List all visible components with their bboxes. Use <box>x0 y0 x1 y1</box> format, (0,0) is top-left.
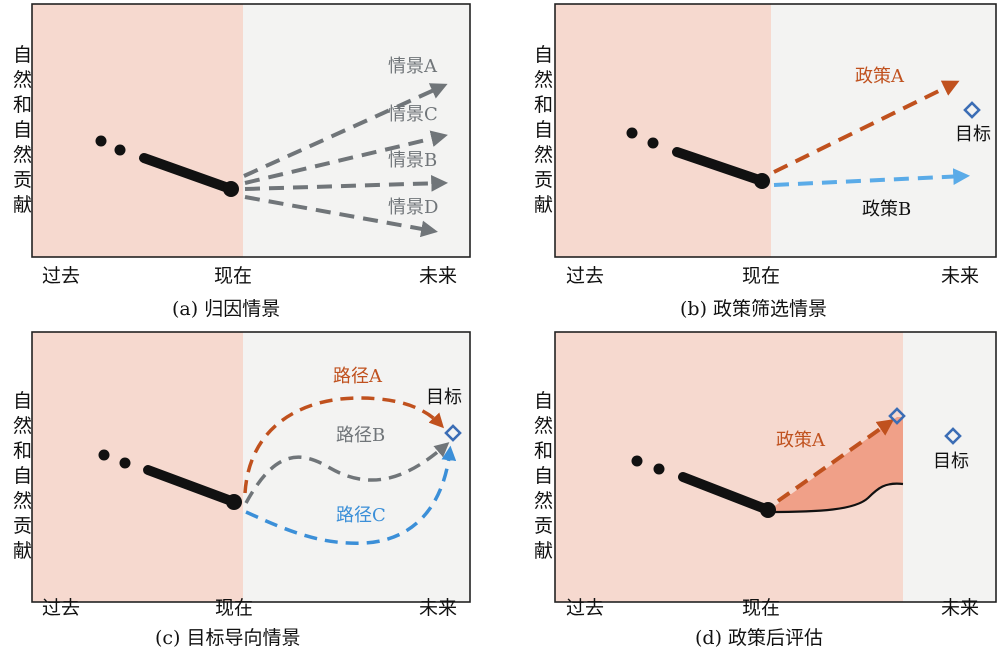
past-region <box>32 332 243 602</box>
x-tick-future: 未来 <box>941 597 979 619</box>
future-region <box>903 332 996 602</box>
counterfactual-line <box>767 482 904 514</box>
x-tick-future: 未来 <box>941 265 979 287</box>
history-dot <box>631 455 643 467</box>
past-region <box>555 4 771 257</box>
scenario-d-arrow <box>244 195 438 238</box>
panel-frame <box>554 3 997 258</box>
panel-a: 自然和自然贡献 情景A 情景C 情景B 情景D 过去 现在 未来 (a) 归因情… <box>13 3 471 320</box>
panel-frame <box>31 331 471 603</box>
scenario-a-arrow <box>243 83 448 178</box>
history-trend-line <box>139 153 236 194</box>
target-label: 目标 <box>933 451 969 472</box>
path-a-curve <box>243 396 445 494</box>
x-tick-past: 过去 <box>566 597 604 619</box>
history-trend-line <box>143 465 239 507</box>
panel-d: 自然和自然贡献 政策A 目标 过去 现在 未来 (d) 政策后评估 <box>534 331 997 649</box>
path-c-curve <box>245 445 457 545</box>
scenario-b-arrow <box>244 174 449 192</box>
future-region <box>243 332 470 602</box>
panel-b: 自然和自然贡献 政策A 政策B 目标 过去 现在 未来 (b) 政策筛选情景 <box>534 3 997 320</box>
path-b-curve <box>244 442 450 504</box>
x-tick-past: 过去 <box>42 597 80 619</box>
scenario-a-label: 情景A <box>388 56 438 77</box>
history-trend-line <box>672 147 767 186</box>
policy-impact-area <box>768 417 903 512</box>
present-point <box>760 502 776 518</box>
history-dot <box>626 127 638 139</box>
future-region <box>771 4 996 257</box>
panel-c: 自然和自然贡献 路径A 路径B 路径C 目标 过去 现在 未来 (c) 目标导向… <box>13 331 471 649</box>
target-marker-icon <box>963 101 981 119</box>
scenario-c-label: 情景C <box>388 104 438 125</box>
panel-frame <box>554 331 997 603</box>
scenario-c-arrow <box>244 130 448 185</box>
target-label: 目标 <box>426 387 462 408</box>
history-dot <box>119 457 131 469</box>
panel-caption: (a) 归因情景 <box>172 298 280 320</box>
path-b-label: 路径B <box>336 425 385 446</box>
x-tick-future: 未来 <box>419 265 457 287</box>
x-tick-present: 现在 <box>742 265 780 287</box>
y-axis-label: 自然和自然贡献 <box>534 390 553 562</box>
panel-frame <box>31 3 471 258</box>
history-dot <box>647 137 659 149</box>
target-marker-icon <box>444 424 462 442</box>
panel-caption: (b) 政策筛选情景 <box>680 298 827 320</box>
policy-b-arrow <box>773 168 971 187</box>
history-dot <box>114 144 126 156</box>
history-dot <box>95 135 107 147</box>
past-region <box>32 4 243 257</box>
policy-a-arrow <box>776 419 895 503</box>
x-tick-past: 过去 <box>566 265 604 287</box>
x-tick-present: 现在 <box>215 597 253 619</box>
y-axis-label: 自然和自然贡献 <box>534 44 553 216</box>
x-tick-future: 未来 <box>419 597 457 619</box>
target-marker-icon <box>944 427 962 445</box>
policy-b-label: 政策B <box>862 199 911 220</box>
target-achieved-marker-icon <box>888 407 906 425</box>
x-tick-present: 现在 <box>214 265 252 287</box>
history-trend-line <box>678 472 773 515</box>
future-region <box>243 4 470 257</box>
scenario-b-label: 情景B <box>388 150 437 171</box>
policy-a-arrow <box>773 80 960 174</box>
target-label: 目标 <box>955 124 991 145</box>
present-point <box>754 173 770 189</box>
scenario-d-label: 情景D <box>388 197 438 218</box>
x-tick-past: 过去 <box>42 265 80 287</box>
panel-caption: (c) 目标导向情景 <box>155 627 301 649</box>
y-axis-label: 自然和自然贡献 <box>13 390 32 562</box>
policy-a-label: 政策A <box>776 430 826 451</box>
x-tick-present: 现在 <box>742 597 780 619</box>
history-dot <box>653 463 665 475</box>
policy-a-label: 政策A <box>855 66 905 87</box>
panel-caption: (d) 政策后评估 <box>695 627 823 649</box>
present-point <box>226 494 242 510</box>
present-point <box>223 181 239 197</box>
path-c-label: 路径C <box>336 505 386 526</box>
history-dot <box>98 449 110 461</box>
y-axis-label: 自然和自然贡献 <box>13 44 32 216</box>
path-a-label: 路径A <box>333 366 383 387</box>
